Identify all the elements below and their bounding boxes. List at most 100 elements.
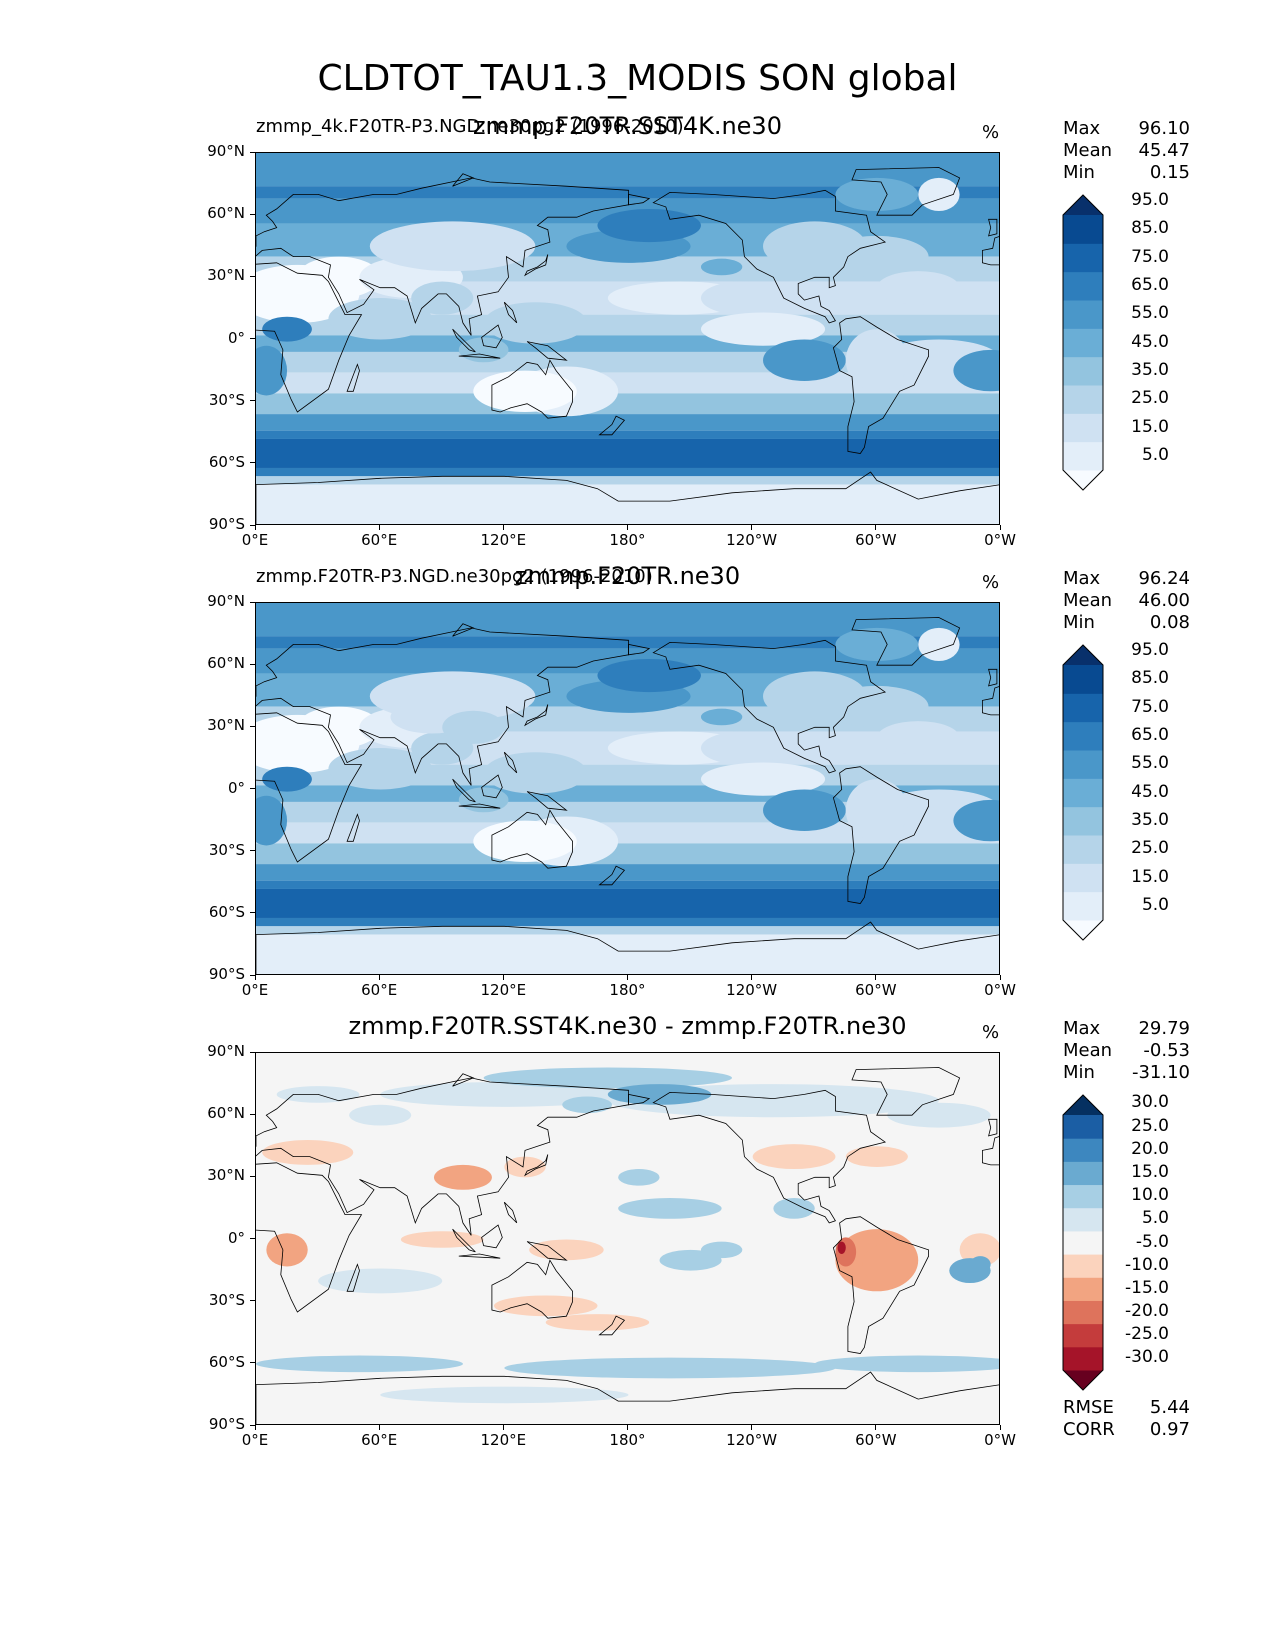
- field-blob: [700, 258, 743, 276]
- stat-row-max: Max 96.24: [1063, 568, 1190, 590]
- field-blob: [969, 1256, 991, 1273]
- x-tick-mark: [502, 975, 504, 980]
- y-tick-label: 30°S: [208, 840, 245, 859]
- field-blob: [835, 1237, 857, 1267]
- stat-label: Min: [1063, 162, 1095, 183]
- coastline-path: [851, 1067, 961, 1116]
- coastline-path: [256, 627, 629, 786]
- y-tick-mark: [250, 462, 255, 464]
- y-tick-mark: [250, 1175, 255, 1177]
- colorbar-segment: [1063, 441, 1103, 471]
- colorbar-segment: [1063, 385, 1103, 414]
- panel-center-title: zmmp.F20TR.SST4K.ne30 - zmmp.F20TR.ne30: [348, 1012, 907, 1040]
- colorbar-tick-label: 25.0: [1131, 1115, 1169, 1136]
- colorbar: [1062, 1094, 1104, 1391]
- colorbar-tick-label: 15.0: [1131, 1161, 1169, 1182]
- colorbar-tick-label: 45.0: [1131, 331, 1169, 352]
- field-blob: [411, 281, 474, 315]
- x-tick-label: 0°W: [984, 981, 1016, 999]
- coastline-path: [982, 686, 999, 716]
- colorbar-outline: [1062, 644, 1104, 941]
- coastline-path: [256, 1162, 363, 1313]
- colorbar-tick-label: 30.0: [1131, 1092, 1169, 1113]
- y-tick-label: 0°: [227, 1228, 245, 1247]
- coastline-path: [982, 1136, 999, 1166]
- x-tick-mark: [378, 525, 380, 530]
- colorbar-extend-high: [1063, 1095, 1103, 1115]
- field-blob: [837, 1241, 846, 1255]
- stat-row-mean: Mean 46.00: [1063, 590, 1190, 612]
- field-blob: [562, 1096, 612, 1114]
- coastline-path: [452, 778, 476, 803]
- field-blob: [700, 1241, 743, 1259]
- colorbar-tick-label: -30.0: [1125, 1347, 1169, 1368]
- colorbar-segment: [1063, 778, 1103, 808]
- field-blob: [700, 312, 826, 346]
- field-blob: [433, 1164, 492, 1190]
- colorbar-tick-label: 75.0: [1131, 696, 1169, 717]
- colorbar-tick-label: 25.0: [1131, 388, 1169, 409]
- y-tick-label: 60°N: [207, 654, 245, 673]
- field-blob: [529, 1239, 604, 1261]
- y-tick-label: 30°N: [207, 266, 245, 285]
- stat-value: 0.15: [1149, 162, 1190, 183]
- coastline-path: [458, 1253, 501, 1259]
- field-blob: [763, 339, 846, 381]
- x-tick-label: 60°W: [855, 981, 897, 999]
- field-blob: [473, 370, 577, 413]
- map-field-svg: [256, 1053, 999, 1424]
- field-blob: [618, 1169, 660, 1186]
- x-tick-label: 0°E: [241, 981, 269, 999]
- field-blob: [256, 345, 288, 396]
- field-band: [256, 414, 999, 431]
- field-band: [256, 636, 999, 649]
- field-band: [256, 926, 999, 935]
- x-tick-label: 0°W: [984, 531, 1016, 549]
- coastline-path: [851, 617, 961, 666]
- field-blob: [262, 1140, 354, 1165]
- colorbar-segment: [1063, 1300, 1103, 1325]
- y-tick-mark: [250, 725, 255, 727]
- colorbar-tick-label: 5.0: [1141, 894, 1169, 915]
- colorbar-tick-label: -20.0: [1125, 1301, 1169, 1322]
- field-band: [256, 438, 999, 468]
- coastline-path: [256, 921, 999, 974]
- panel-left-title: zmmp.F20TR-P3.NGD.ne30pg2 (1996-2010): [256, 566, 653, 587]
- colorbar-tick-label: 75.0: [1131, 246, 1169, 267]
- coastline-path: [598, 415, 626, 436]
- colorbar-extend-low: [1063, 920, 1103, 940]
- coastline-path: [988, 668, 998, 687]
- y-tick-mark: [250, 213, 255, 215]
- coastline-path: [452, 623, 475, 637]
- coastline-path: [832, 1216, 929, 1354]
- colorbar-extend-high: [1063, 645, 1103, 665]
- y-tick-label: 30°S: [208, 1290, 245, 1309]
- field-blob: [597, 658, 701, 693]
- colorbar-tick-label: 25.0: [1131, 838, 1169, 859]
- colorbar-tick-label: 5.0: [1141, 1208, 1169, 1229]
- colorbar-tick-label: 20.0: [1131, 1138, 1169, 1159]
- map-panel-1: zmmp_4k.F20TR-P3.NGD.ne30pg2 (1996-2010)…: [0, 0, 1275, 549]
- stat-row-mean: Mean -0.53: [1063, 1040, 1190, 1062]
- coastline-path: [526, 1241, 568, 1261]
- x-tick-mark: [751, 975, 753, 980]
- units-label: %: [982, 572, 1000, 593]
- stat-row-rmse: RMSE 5.44: [1063, 1397, 1190, 1419]
- stat-label: Mean: [1063, 1040, 1113, 1061]
- x-tick-mark: [627, 525, 628, 530]
- field-band: [256, 843, 999, 865]
- coastlines: [256, 167, 999, 524]
- y-tick-label: 60°S: [208, 902, 245, 921]
- colorbar-segment: [1063, 721, 1103, 751]
- x-tick-label: 120°W: [726, 1431, 778, 1449]
- coastlines: [256, 1067, 999, 1424]
- x-tick-label: 60°E: [361, 1431, 398, 1449]
- field-blob: [297, 256, 381, 299]
- x-tick-mark: [875, 525, 877, 530]
- stat-label: Mean: [1063, 590, 1113, 611]
- x-tick-mark: [378, 975, 380, 980]
- stat-row-mean: Mean 45.47: [1063, 140, 1190, 162]
- field-blob: [845, 1146, 908, 1167]
- colorbar-segment: [1063, 300, 1103, 329]
- colorbar-segment: [1063, 1184, 1103, 1209]
